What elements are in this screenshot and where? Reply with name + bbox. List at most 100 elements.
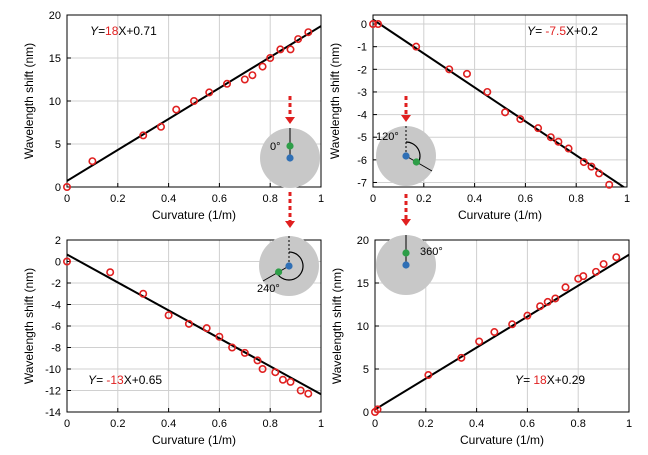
chart-panel-bottom-left: 0 0.2 0.4 0.6 0.8 1 2 0 -2 -4 -6 -8 -10 -12 -14 Curvatu… — [22, 235, 324, 447]
plot-frame — [374, 239, 630, 413]
data-point — [286, 377, 295, 386]
equation-slope: -7.5 — [545, 24, 566, 38]
rotation-arc — [276, 251, 304, 281]
data-point — [412, 42, 421, 51]
data-point — [276, 45, 285, 54]
rotation-angle-label: 0° — [270, 141, 281, 153]
blue-core — [402, 152, 410, 160]
data-point — [304, 389, 313, 398]
data-point — [253, 356, 262, 365]
x-axis-label: Curvature (1/m) — [460, 433, 544, 447]
x-tick-label: 0.2 — [110, 193, 125, 205]
equation-slope: -13 — [106, 373, 124, 387]
x-tick-label: 0.2 — [110, 418, 125, 430]
data-point — [445, 65, 454, 74]
data-point — [373, 405, 382, 414]
y-tick-label: 0 — [363, 407, 369, 419]
y-tick-label: -5 — [357, 132, 367, 144]
fit-line — [375, 253, 629, 411]
data-point — [172, 105, 181, 114]
data-point — [88, 157, 97, 166]
x-tick-label: 0 — [64, 418, 70, 430]
equation-slope: 18 — [533, 373, 547, 387]
x-tick-label: 0.4 — [467, 193, 482, 205]
y-tick-label: -2 — [51, 278, 61, 290]
x-tick-label: 0.2 — [418, 418, 433, 430]
data-point — [286, 45, 295, 54]
data-point — [483, 87, 492, 96]
blue-core — [286, 154, 294, 162]
equation-prefix: Y= — [88, 373, 106, 387]
chart-panel-top-right: 0 0.2 0.4 0.6 0.8 1 0 -1 -2 -3 -4 -5 -6 -7 Curvature (… — [328, 14, 630, 222]
data-point — [184, 319, 193, 328]
equation-prefix: Y= — [90, 24, 105, 38]
data-point — [612, 253, 621, 262]
data-point — [523, 311, 532, 320]
y-tick-label: 20 — [357, 235, 369, 247]
data-point — [424, 371, 433, 380]
green-core — [286, 142, 294, 150]
y-tick-label: 20 — [49, 10, 61, 22]
data-point — [266, 53, 275, 62]
x-tick-label: 0.6 — [520, 418, 535, 430]
data-point — [587, 162, 596, 171]
x-tick-label: 0.8 — [263, 418, 278, 430]
blue-core — [402, 261, 410, 269]
green-core — [412, 158, 420, 166]
data-point — [156, 122, 165, 131]
x-axis-label: Curvature (1/m) — [152, 208, 236, 222]
y-tick-label: 5 — [363, 364, 369, 376]
dotted-arrow-head — [285, 221, 295, 228]
y-axis-label: Wavelength shift (nm) — [22, 268, 36, 384]
plot-frame — [66, 14, 322, 188]
fit-line — [373, 18, 626, 187]
x-tick-label: 0.8 — [571, 418, 586, 430]
data-point — [374, 20, 383, 29]
x-tick-label: 1 — [624, 193, 630, 205]
data-point — [462, 69, 471, 78]
x-tick-label: 0 — [370, 193, 376, 205]
data-point — [457, 353, 466, 362]
plot-frame — [372, 14, 628, 188]
x-tick-label: 0.8 — [569, 193, 584, 205]
equation-suffix: X+0.29 — [547, 373, 586, 387]
y-tick-label: -14 — [45, 407, 61, 419]
y-tick-label: -12 — [45, 386, 61, 398]
fit-equation: Y= -13X+0.65 — [88, 373, 162, 387]
data-point — [561, 283, 570, 292]
green-core — [275, 268, 283, 276]
x-tick-label: 0 — [64, 193, 70, 205]
fit-equation: Y= 18X+0.29 — [515, 373, 585, 387]
data-point — [546, 133, 555, 142]
plot-frame — [66, 239, 322, 413]
equation-prefix: Y= — [527, 24, 545, 38]
data-point — [508, 320, 517, 329]
data-point — [579, 158, 588, 167]
overlay-layer — [285, 96, 411, 228]
data-point — [599, 260, 608, 269]
fiber-cross-section-inset: 0° — [260, 128, 320, 188]
equation-prefix: Y= — [515, 373, 533, 387]
x-axis-label: Curvature (1/m) — [152, 433, 236, 447]
equation-suffix: X+0.2 — [566, 24, 598, 38]
data-point — [564, 144, 573, 153]
y-axis-label: Wavelength shift (nm) — [330, 268, 344, 384]
y-tick-label: 5 — [55, 139, 61, 151]
x-tick-label: 0.4 — [469, 418, 484, 430]
y-tick-label: -1 — [357, 42, 367, 54]
y-tick-label: 15 — [49, 53, 61, 65]
y-tick-label: 0 — [55, 182, 61, 194]
data-point — [215, 332, 224, 341]
rotation-angle-label: 120° — [376, 131, 399, 143]
dotted-arrow-head — [401, 219, 411, 226]
y-tick-label: 0 — [55, 257, 61, 269]
dotted-arrow-head — [401, 115, 411, 122]
x-tick-label: 1 — [318, 418, 324, 430]
y-tick-label: 0 — [361, 19, 367, 31]
fit-equation: Y= -7.5X+0.2 — [527, 24, 598, 38]
y-tick-label: 10 — [357, 321, 369, 333]
data-point — [240, 348, 249, 357]
